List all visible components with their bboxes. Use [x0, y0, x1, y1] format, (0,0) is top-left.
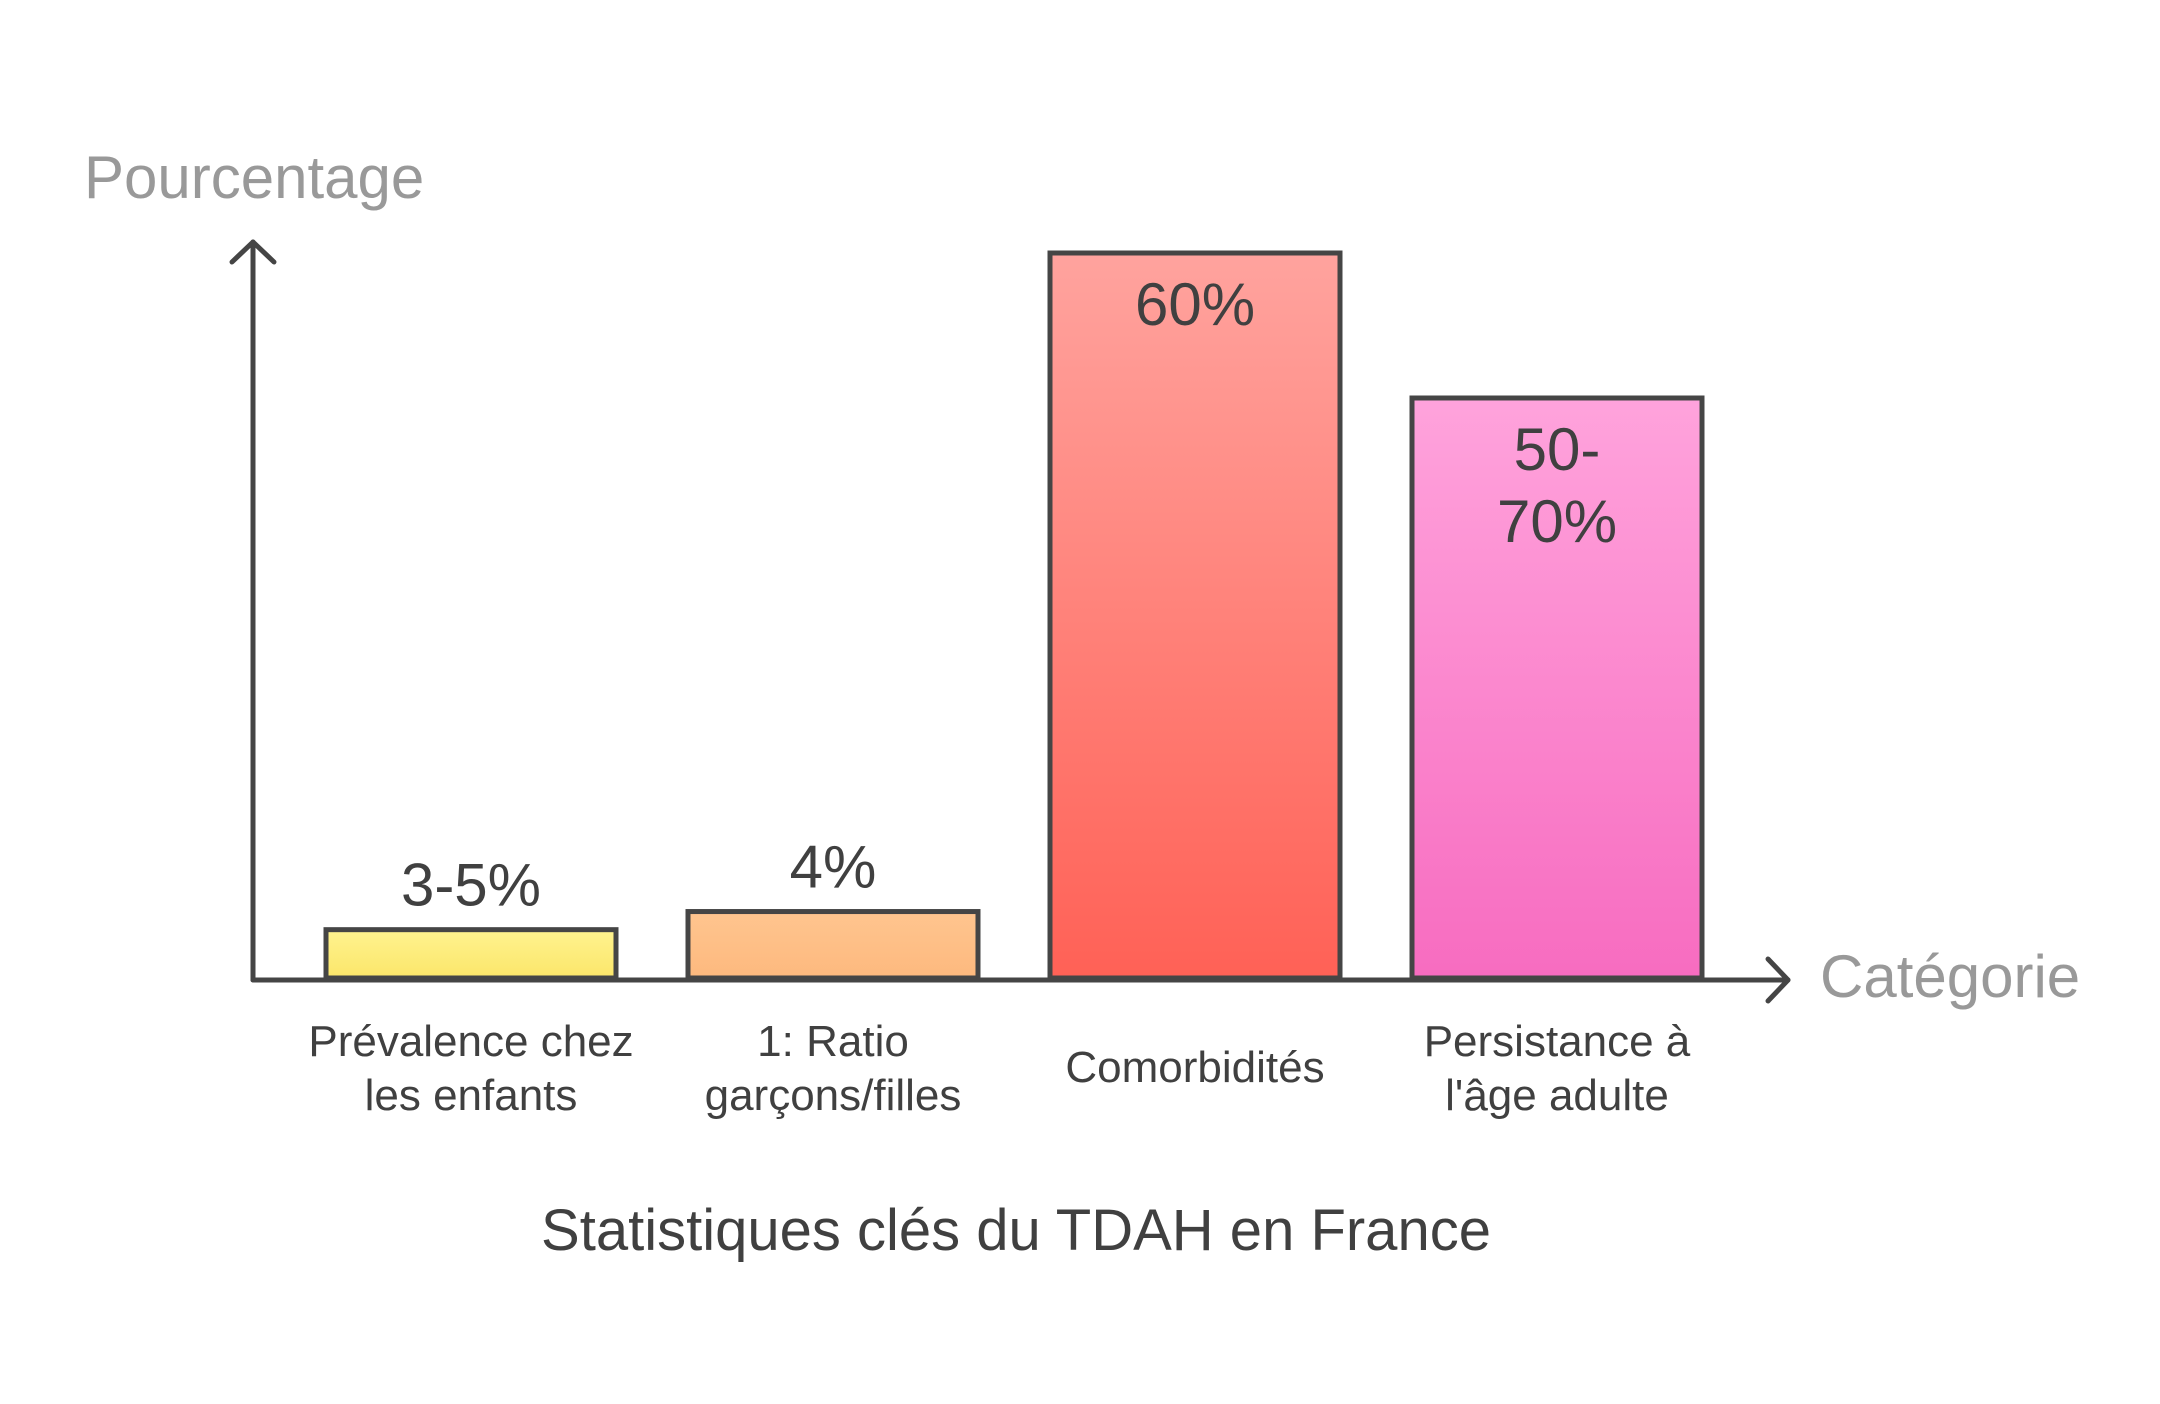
- bars: [323, 250, 1705, 981]
- bar-2: [685, 909, 981, 981]
- category-label-3: Comorbidités: [1065, 1043, 1324, 1092]
- category-label-1: Prévalence chez les enfants: [308, 1017, 633, 1120]
- x-axis-label: Catégorie: [1820, 943, 2080, 1010]
- bar-4: [1409, 395, 1705, 981]
- data-label-3: 60%: [1135, 271, 1255, 338]
- x-axis-arrow-icon: [1765, 956, 1791, 1004]
- bar-1: [323, 927, 619, 981]
- chart-title: Statistiques clés du TDAH en France: [541, 1198, 1491, 1263]
- y-axis-label: Pourcentage: [84, 144, 424, 211]
- data-label-2: 4%: [790, 834, 877, 901]
- labels: 3-5% Prévalence chez les enfants 4% 1: Ratio…: [308, 271, 1690, 1120]
- data-label-1: 3-5%: [401, 852, 541, 919]
- data-label-4: 50-70%: [1497, 416, 1617, 555]
- category-label-2: 1: Ratio garçons/filles: [705, 1017, 962, 1120]
- category-label-4: Persistance à l'âge adulte: [1424, 1017, 1691, 1120]
- y-axis-arrow-icon: [229, 239, 277, 265]
- bar-3: [1047, 250, 1343, 981]
